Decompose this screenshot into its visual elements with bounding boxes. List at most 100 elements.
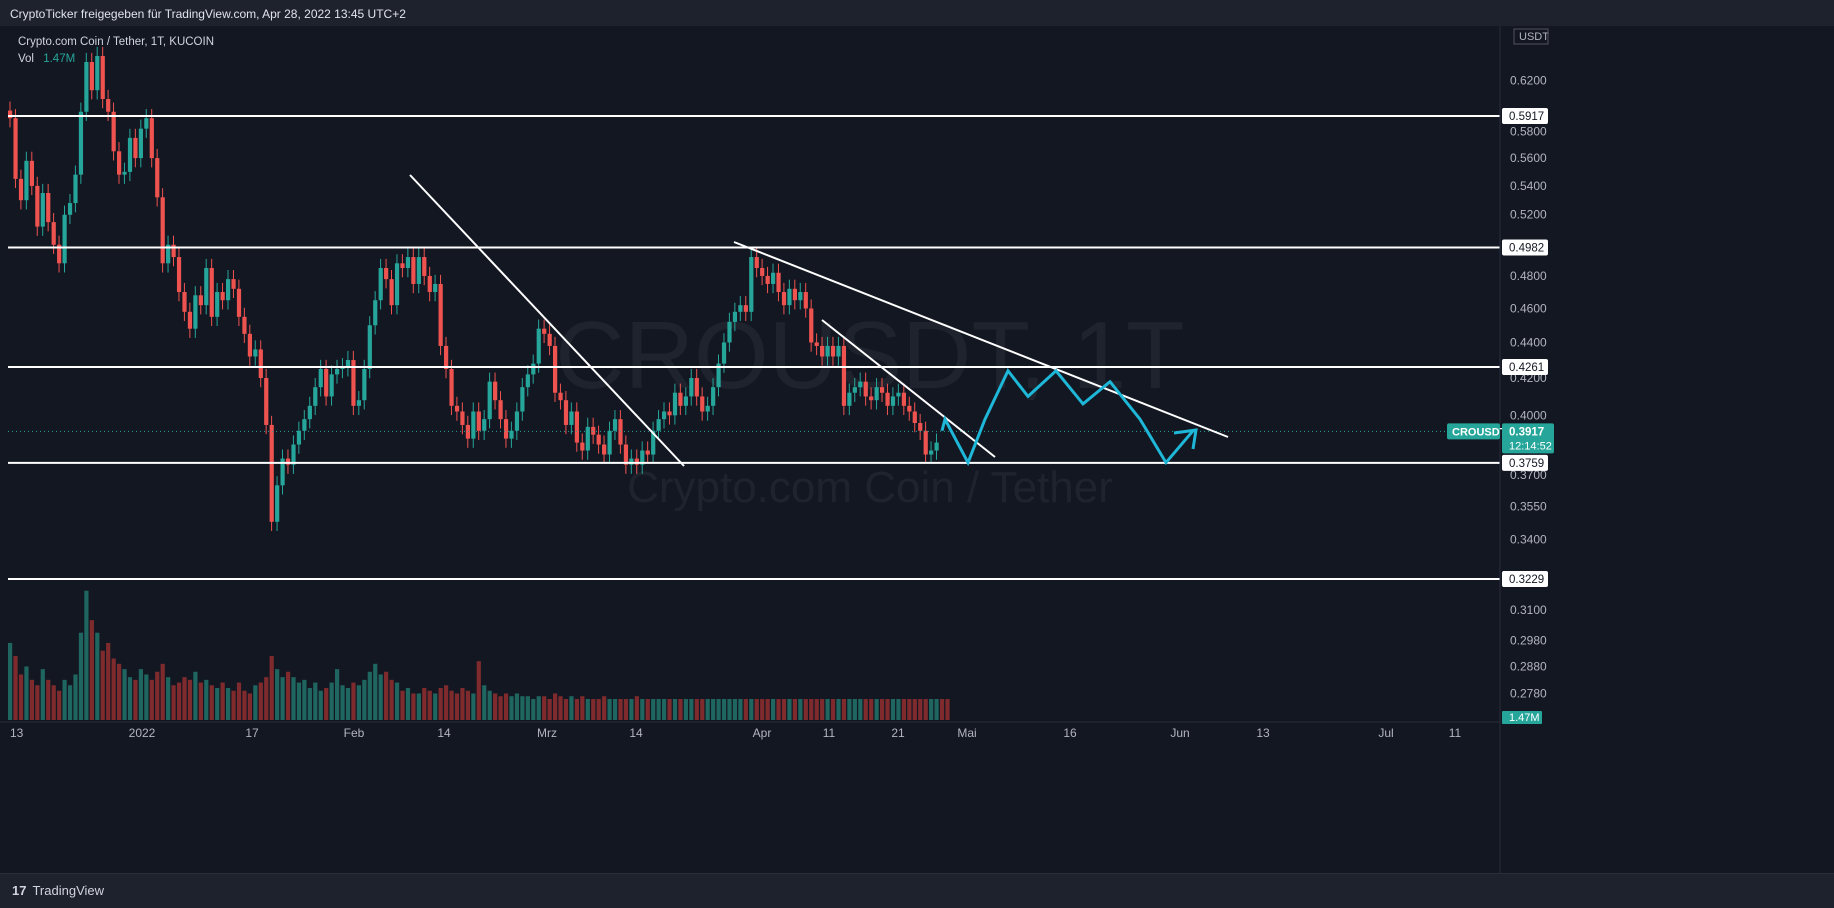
volume-bar	[645, 698, 650, 720]
candle-body	[307, 405, 312, 420]
candle-body	[411, 257, 416, 284]
candle-body	[416, 257, 421, 284]
volume-bar	[155, 671, 160, 720]
candle-body	[580, 442, 585, 451]
volume-bar	[95, 632, 100, 720]
volume-bar	[820, 698, 825, 720]
volume-bar	[258, 682, 263, 720]
volume-bar	[318, 690, 323, 720]
candle-body	[760, 268, 765, 276]
volume-bar	[340, 685, 345, 720]
candle-body	[482, 419, 487, 431]
volume-bar	[78, 632, 84, 720]
volume-bar	[400, 690, 405, 720]
candle-body	[155, 158, 160, 198]
volume-bar	[242, 690, 247, 720]
volume-bar	[389, 679, 394, 720]
candle-body	[629, 458, 634, 465]
volume-bar	[525, 696, 530, 720]
candle-body	[182, 292, 187, 312]
volume-bar	[792, 698, 797, 720]
candle-body	[117, 151, 122, 175]
volume-bar	[585, 698, 590, 720]
volume-bar	[438, 687, 443, 720]
price-chart[interactable]: CROUSDT, 1T Crypto.com Coin / Tether 0.6…	[0, 26, 1834, 873]
volume-bar	[623, 698, 629, 720]
candle-body	[553, 345, 558, 393]
candle-body	[514, 411, 520, 431]
volume-bar	[563, 698, 569, 720]
time-axis[interactable]: 13 2022 17 Feb 14 Mrz 14 Apr 11 21 Mai 16 Jun 13 Jul 11	[0, 721, 1500, 740]
volume-bar	[945, 698, 950, 720]
candle-body	[820, 345, 825, 357]
candle-body	[607, 430, 612, 455]
candle-body	[275, 485, 280, 522]
candle-body	[236, 288, 242, 317]
volume-bar	[727, 698, 732, 720]
candle-body	[716, 363, 721, 388]
volume-bar	[558, 696, 563, 720]
candle-body	[340, 367, 345, 369]
price-tick-label: 0.3550	[1510, 500, 1547, 514]
volume-bar	[89, 620, 94, 720]
candle-body	[569, 411, 574, 425]
volume-bar	[852, 698, 857, 720]
volume-bar	[509, 696, 514, 720]
volume-bar	[482, 685, 487, 720]
candle-body	[596, 434, 601, 445]
volume-bar	[612, 698, 618, 720]
candle-body	[215, 292, 220, 317]
volume-bar	[547, 698, 552, 720]
volume-bar	[896, 698, 901, 720]
brand-name: TradingView	[32, 883, 105, 898]
volume-bar	[787, 698, 792, 720]
volume-bar	[662, 698, 667, 720]
candle-body	[269, 424, 274, 522]
volume-bar	[683, 698, 688, 720]
trendline	[821, 319, 996, 458]
price-tick-label: 0.4000	[1510, 408, 1547, 422]
volume-line: Vol 1.47M	[18, 51, 214, 68]
volume-bar	[803, 698, 808, 720]
volume-bar	[716, 698, 721, 720]
volume-bar	[117, 663, 122, 720]
candle-body	[667, 411, 672, 416]
volume-bar	[934, 698, 939, 720]
volume-bar	[405, 687, 411, 720]
volume-bar	[667, 698, 672, 720]
candle-body	[923, 430, 928, 455]
volume-bar	[204, 679, 209, 720]
candle-body	[651, 430, 656, 455]
candle-body	[634, 458, 639, 465]
volume-bar	[247, 693, 252, 720]
candle-body	[934, 442, 939, 451]
candle-body	[427, 275, 432, 293]
tradingview-brand[interactable]: 17 TradingView	[12, 883, 104, 898]
candle-body	[40, 193, 45, 227]
candle-body	[62, 214, 67, 264]
volume-bar	[689, 698, 694, 720]
candle-body	[896, 392, 901, 397]
volume-bar	[760, 698, 765, 720]
volume-bar	[302, 679, 307, 720]
candle-body	[509, 430, 514, 439]
candle-body	[324, 368, 329, 397]
candle-body	[285, 458, 291, 465]
volume-bar	[416, 693, 421, 720]
price-axis[interactable]: 0.6200 0.5800 0.5600 0.5400 0.5200 0.4800 0.46…	[1447, 26, 1554, 873]
volume-bar	[351, 682, 356, 720]
candle-body	[863, 381, 868, 397]
time-tick-label: 16	[1063, 726, 1077, 740]
candle-body	[689, 378, 694, 397]
candle-body	[711, 387, 716, 406]
level-badge	[1502, 571, 1548, 588]
candle-body	[460, 411, 465, 425]
time-tick-label: Mrz	[537, 726, 557, 740]
candle-body	[51, 222, 56, 245]
volume-bar	[111, 658, 116, 720]
candle-body	[890, 396, 896, 406]
candle-body	[67, 203, 73, 215]
volume-bar	[721, 698, 727, 720]
candle-body	[645, 450, 650, 455]
volume-bar	[776, 698, 781, 720]
